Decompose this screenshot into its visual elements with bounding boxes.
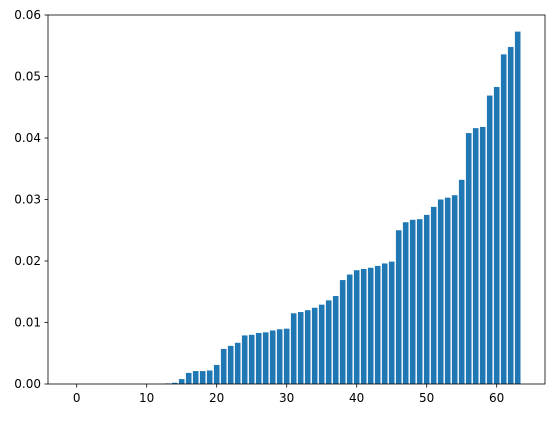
bar <box>234 342 241 384</box>
bar <box>276 329 283 384</box>
bar <box>381 263 388 384</box>
bar <box>423 214 430 384</box>
bar <box>262 332 269 384</box>
bar <box>178 379 185 384</box>
x-tick-label: 20 <box>209 391 224 405</box>
bar <box>304 310 311 384</box>
x-tick-label: 60 <box>489 391 504 405</box>
bar <box>388 261 395 384</box>
bar <box>339 280 346 384</box>
x-tick-label: 40 <box>349 391 364 405</box>
bar <box>241 335 248 384</box>
bar <box>353 270 360 384</box>
bar <box>479 126 486 385</box>
x-tick-label: 0 <box>73 391 81 405</box>
bar <box>255 332 262 384</box>
y-tick-label: 0.02 <box>14 254 41 268</box>
bar <box>409 219 416 384</box>
bar <box>500 54 507 385</box>
bar <box>472 128 479 384</box>
bar <box>185 372 192 384</box>
bar <box>465 133 472 384</box>
bar <box>486 95 493 384</box>
bar <box>192 371 199 384</box>
bar <box>297 312 304 384</box>
x-tick-label: 50 <box>419 391 434 405</box>
y-tick-label: 0.06 <box>14 8 41 22</box>
bar <box>269 330 276 384</box>
bar <box>346 274 353 384</box>
bar <box>220 348 227 384</box>
bar <box>206 370 213 384</box>
y-tick-label: 0.00 <box>14 377 41 391</box>
bar <box>332 296 339 384</box>
y-tick-label: 0.01 <box>14 316 41 330</box>
bar <box>507 46 514 384</box>
bar <box>171 382 178 384</box>
x-tick-label: 30 <box>279 391 294 405</box>
bar <box>360 268 367 384</box>
x-tick-label: 10 <box>139 391 154 405</box>
bar <box>451 195 458 384</box>
y-tick-label: 0.05 <box>14 70 41 84</box>
bar <box>311 307 318 384</box>
bar <box>213 364 220 384</box>
bar <box>437 199 444 384</box>
bar <box>318 304 325 384</box>
y-tick-label: 0.04 <box>14 131 41 145</box>
bar <box>395 230 402 384</box>
bar <box>416 219 423 384</box>
bar <box>444 197 451 384</box>
bar <box>402 222 409 384</box>
bar <box>374 265 381 384</box>
bar <box>283 328 290 384</box>
y-tick-label: 0.03 <box>14 193 41 207</box>
bar <box>199 371 206 384</box>
bar <box>493 86 500 384</box>
bar <box>458 179 465 384</box>
bar <box>430 206 437 384</box>
bar <box>290 313 297 384</box>
bar <box>514 31 521 384</box>
bar <box>227 345 234 384</box>
bar <box>367 267 374 384</box>
bar <box>325 300 332 384</box>
bar <box>248 334 255 384</box>
